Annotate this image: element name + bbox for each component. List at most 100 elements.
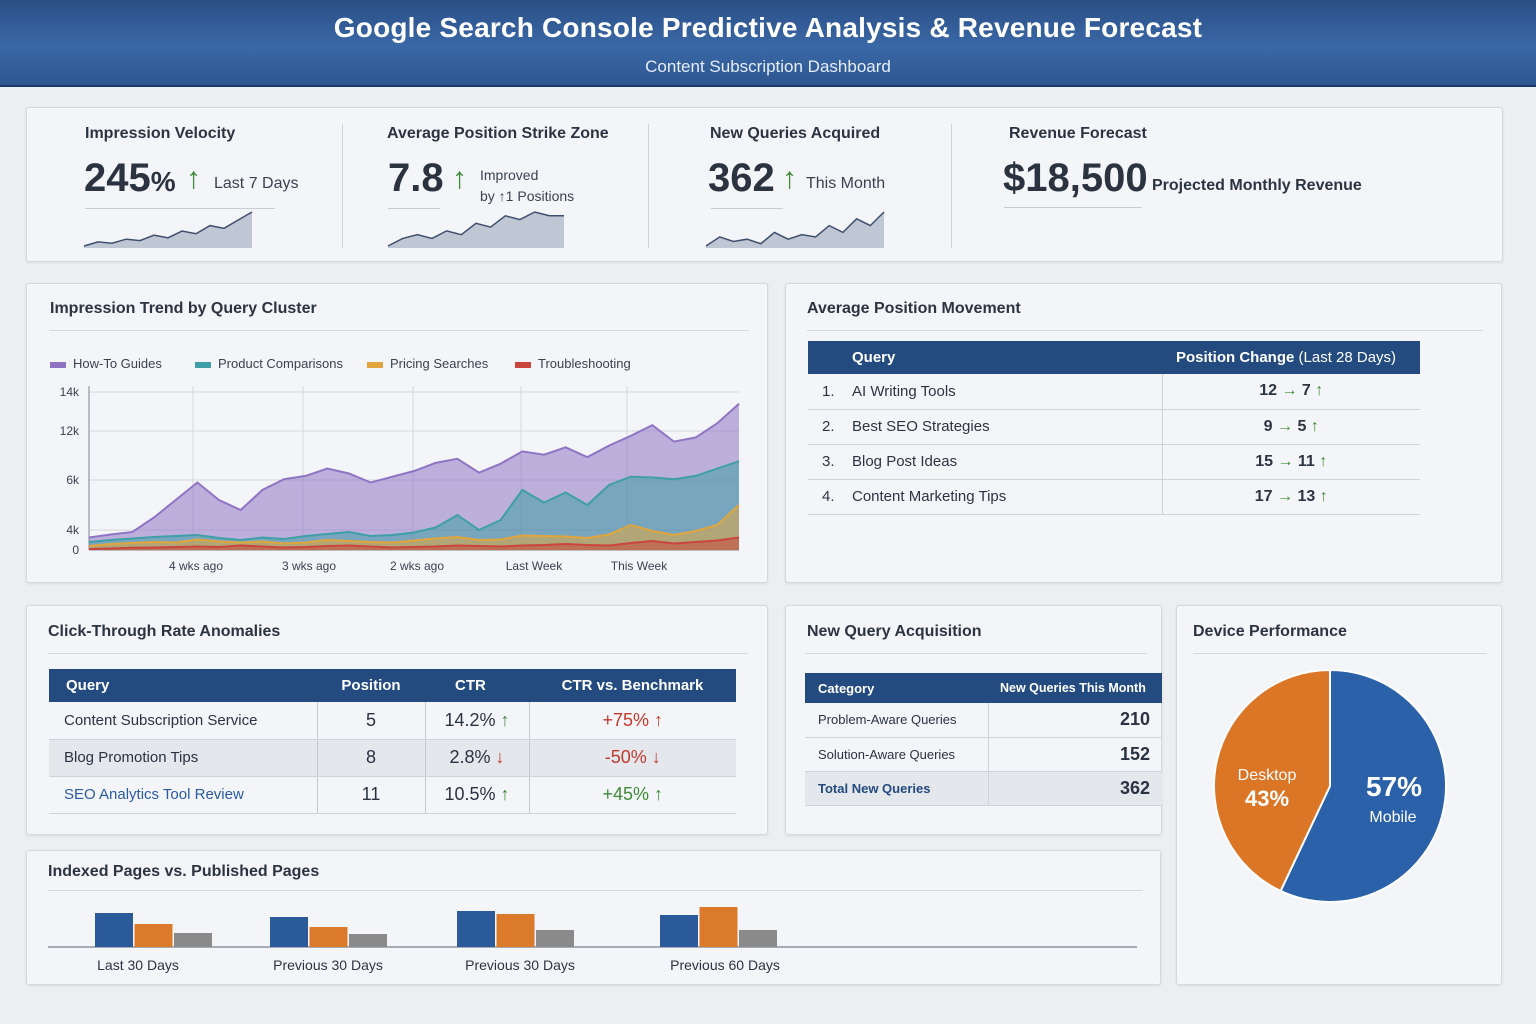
arrow-right-icon: → (1281, 382, 1298, 400)
kpi-average-position: Average Position Strike Zone 7.8 ↑ Impro… (343, 108, 648, 262)
y-tick-label: 12k (60, 424, 80, 438)
kpi-note: Improved by ↑1 Positions (480, 167, 575, 204)
bar (536, 930, 574, 947)
column-header: Query (49, 669, 317, 702)
table-row[interactable]: Blog Promotion Tips 8 2.8% ↓ -50% ↓ (49, 739, 736, 777)
query-cell: Best SEO Strategies (852, 409, 1162, 445)
table-row[interactable]: Solution-Aware Queries 152 (805, 737, 1162, 772)
row-index: 2. (808, 409, 852, 445)
up-arrow-icon: ↑ (500, 784, 510, 804)
up-arrow-icon: ↑ (1319, 487, 1328, 505)
legend-item: Pricing Searches (367, 356, 488, 371)
count-cell: 152 (987, 737, 1162, 772)
query-link[interactable]: SEO Analytics Tool Review (49, 776, 317, 814)
bar (174, 933, 212, 947)
divider (48, 653, 748, 654)
page-title: Google Search Console Predictive Analysi… (333, 12, 1203, 43)
sparkline-chart (83, 211, 253, 248)
page-subtitle: Content Subscription Dashboard (645, 57, 891, 76)
kpi-note: Projected Monthly Revenue (1152, 177, 1362, 194)
divider (648, 124, 649, 248)
pie-slice-mobile (1279, 668, 1447, 903)
table-row[interactable]: Content Subscription Service 5 14.2% ↑ +… (49, 702, 736, 740)
bar (95, 913, 133, 947)
query-cell: Content Marketing Tips (852, 479, 1162, 515)
table-row[interactable]: Problem-Aware Queries 210 (805, 703, 1162, 738)
pie-value-mobile: 57% (1366, 771, 1422, 802)
up-arrow-icon: ↑ (452, 162, 467, 195)
impression-area-chart: 0 4k 6k 12k 14k 4 wks ago 3 wks ago 2 wks ago La… (60, 385, 740, 573)
bar (309, 927, 348, 947)
total-value: 362 (987, 771, 1162, 806)
kpi-value: 362 (708, 156, 775, 200)
legend-swatch (515, 361, 531, 368)
position-movement-panel: Average Position Movement Query Position… (785, 283, 1502, 583)
arrow-right-icon: → (1277, 417, 1294, 435)
kpi-new-queries: New Queries Acquired 362 ↑ This Month (649, 108, 951, 262)
kpi-label: New Queries Acquired (710, 125, 881, 142)
impression-trend-panel: Impression Trend by Query Cluster How-To… (26, 283, 768, 583)
benchmark-cell: +75% ↑ (528, 702, 736, 740)
y-tick-label: 6k (66, 473, 80, 487)
up-arrow-icon: ↑ (186, 162, 201, 195)
sparkline-chart (387, 211, 564, 248)
series-area-pricing-searches (89, 505, 739, 550)
table-row[interactable]: 1. AI Writing Tools 12 → 7 ↑ (808, 374, 1420, 410)
sparkline-chart (705, 211, 885, 248)
position-change-cell: 17 → 13 ↑ (1161, 479, 1420, 515)
y-tick-label: 4k (66, 523, 80, 537)
y-tick-label: 14k (60, 385, 80, 399)
position-cell: 8 (316, 739, 425, 777)
up-arrow-icon: ↑ (654, 784, 664, 804)
kpi-value: $18,500 (1003, 156, 1148, 200)
bar (270, 917, 308, 947)
position-change-cell: 12 → 7 ↑ (1161, 374, 1420, 410)
kpi-value: 7.8 (388, 156, 444, 200)
up-arrow-icon: ↑ (1310, 417, 1319, 435)
divider (807, 330, 1483, 331)
row-index: 4. (808, 479, 852, 515)
query-cell: Content Subscription Service (49, 702, 317, 740)
column-header: Position Change (Last 28 Days) (1162, 341, 1420, 374)
panel-title: Indexed Pages vs. Published Pages (48, 863, 320, 880)
up-arrow-icon: ↑ (654, 709, 664, 730)
new-query-panel: New Query Acquisition Category New Queri… (785, 605, 1162, 835)
table-row[interactable]: 2. Best SEO Strategies 9 → 5 ↑ (808, 409, 1420, 445)
divider (48, 890, 1143, 891)
table-row[interactable]: 4. Content Marketing Tips 17 → 13 ↑ (808, 479, 1420, 515)
category-cell: Problem-Aware Queries (805, 703, 988, 738)
pie-label-mobile: Mobile (1369, 809, 1416, 826)
position-table: Query Position Change (Last 28 Days) 1. … (808, 341, 1420, 515)
x-tick-label: 2 wks ago (390, 559, 444, 573)
legend-swatch (50, 361, 66, 368)
position-cell: 11 (316, 776, 425, 814)
kpi-note: This Month (806, 175, 886, 192)
new-query-table: Category New Queries This Month Problem-… (805, 673, 1162, 806)
divider (951, 124, 952, 248)
indexed-bar-chart (48, 907, 1137, 948)
ctr-cell: 2.8% ↓ (424, 739, 529, 777)
series-line-product-comparisons (88, 460, 740, 543)
ctr-cell: 10.5% ↑ (424, 776, 529, 814)
bar-group-label: Previous 30 Days (465, 957, 575, 973)
arrow-right-icon: → (1277, 452, 1294, 470)
row-index: 1. (808, 374, 852, 410)
pie-value-desktop: 43% (1245, 786, 1289, 811)
bar (349, 934, 387, 947)
panel-title: Device Performance (1193, 623, 1347, 640)
ctr-table: Query Position CTR CTR vs. Benchmark Con… (49, 669, 736, 814)
bar (496, 914, 535, 947)
x-tick-label: This Week (611, 559, 668, 573)
table-row[interactable]: 3. Blog Post Ideas 15 → 11 ↑ (808, 444, 1420, 480)
x-tick-label: Last Week (506, 559, 563, 573)
sparkline-line (387, 211, 564, 247)
row-index: 3. (808, 444, 852, 480)
up-arrow-icon: ↑ (1319, 452, 1328, 470)
kpi-note: Last 7 Days (214, 175, 299, 192)
kpi-revenue-forecast: Revenue Forecast $18,500 Projected Month… (952, 108, 1502, 262)
down-arrow-icon: ↓ (651, 747, 661, 767)
legend-swatch (195, 361, 211, 368)
table-row[interactable]: SEO Analytics Tool Review 11 10.5% ↑ +45… (49, 776, 736, 814)
query-cell: AI Writing Tools (852, 374, 1162, 410)
legend-swatch (367, 361, 383, 368)
